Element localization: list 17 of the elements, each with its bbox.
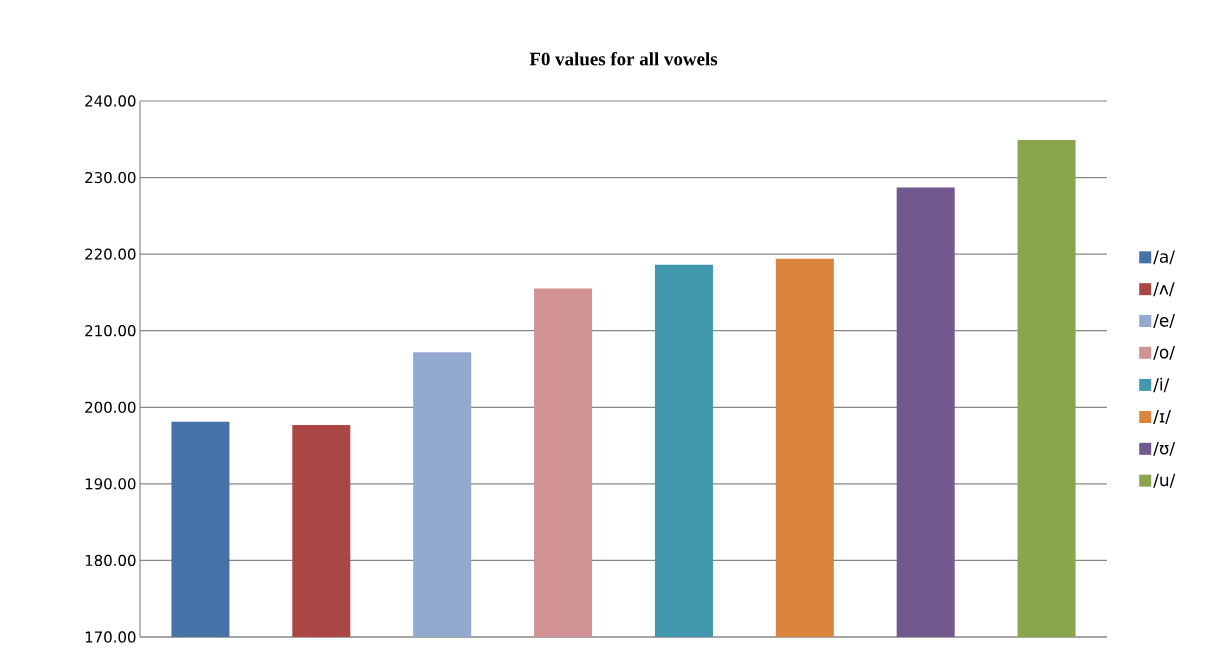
y-tick-label: 170.00: [85, 631, 136, 643]
legend-label: /ɪ/: [1153, 410, 1171, 424]
chart-title: F0 values for all vowels: [529, 51, 718, 66]
legend-label: /i/: [1153, 377, 1170, 393]
y-tick-label: 180.00: [85, 554, 136, 567]
y-tick-label: 220.00: [85, 248, 136, 260]
y-tick-label: 240.00: [85, 95, 136, 107]
legend-label: /u/: [1153, 473, 1176, 488]
y-tick-label: 190.00: [85, 478, 136, 490]
y-tick-label: 230.00: [85, 171, 136, 184]
legend-label: /ʌ/: [1153, 282, 1175, 297]
legend-label: /o/: [1153, 345, 1175, 360]
legend-label: /ʊ/: [1153, 441, 1176, 456]
y-tick-label: 200.00: [85, 401, 136, 413]
y-tick-label: 210.00: [85, 325, 136, 337]
legend-label: /a/: [1153, 250, 1175, 265]
legend-label: /e/: [1153, 314, 1176, 328]
